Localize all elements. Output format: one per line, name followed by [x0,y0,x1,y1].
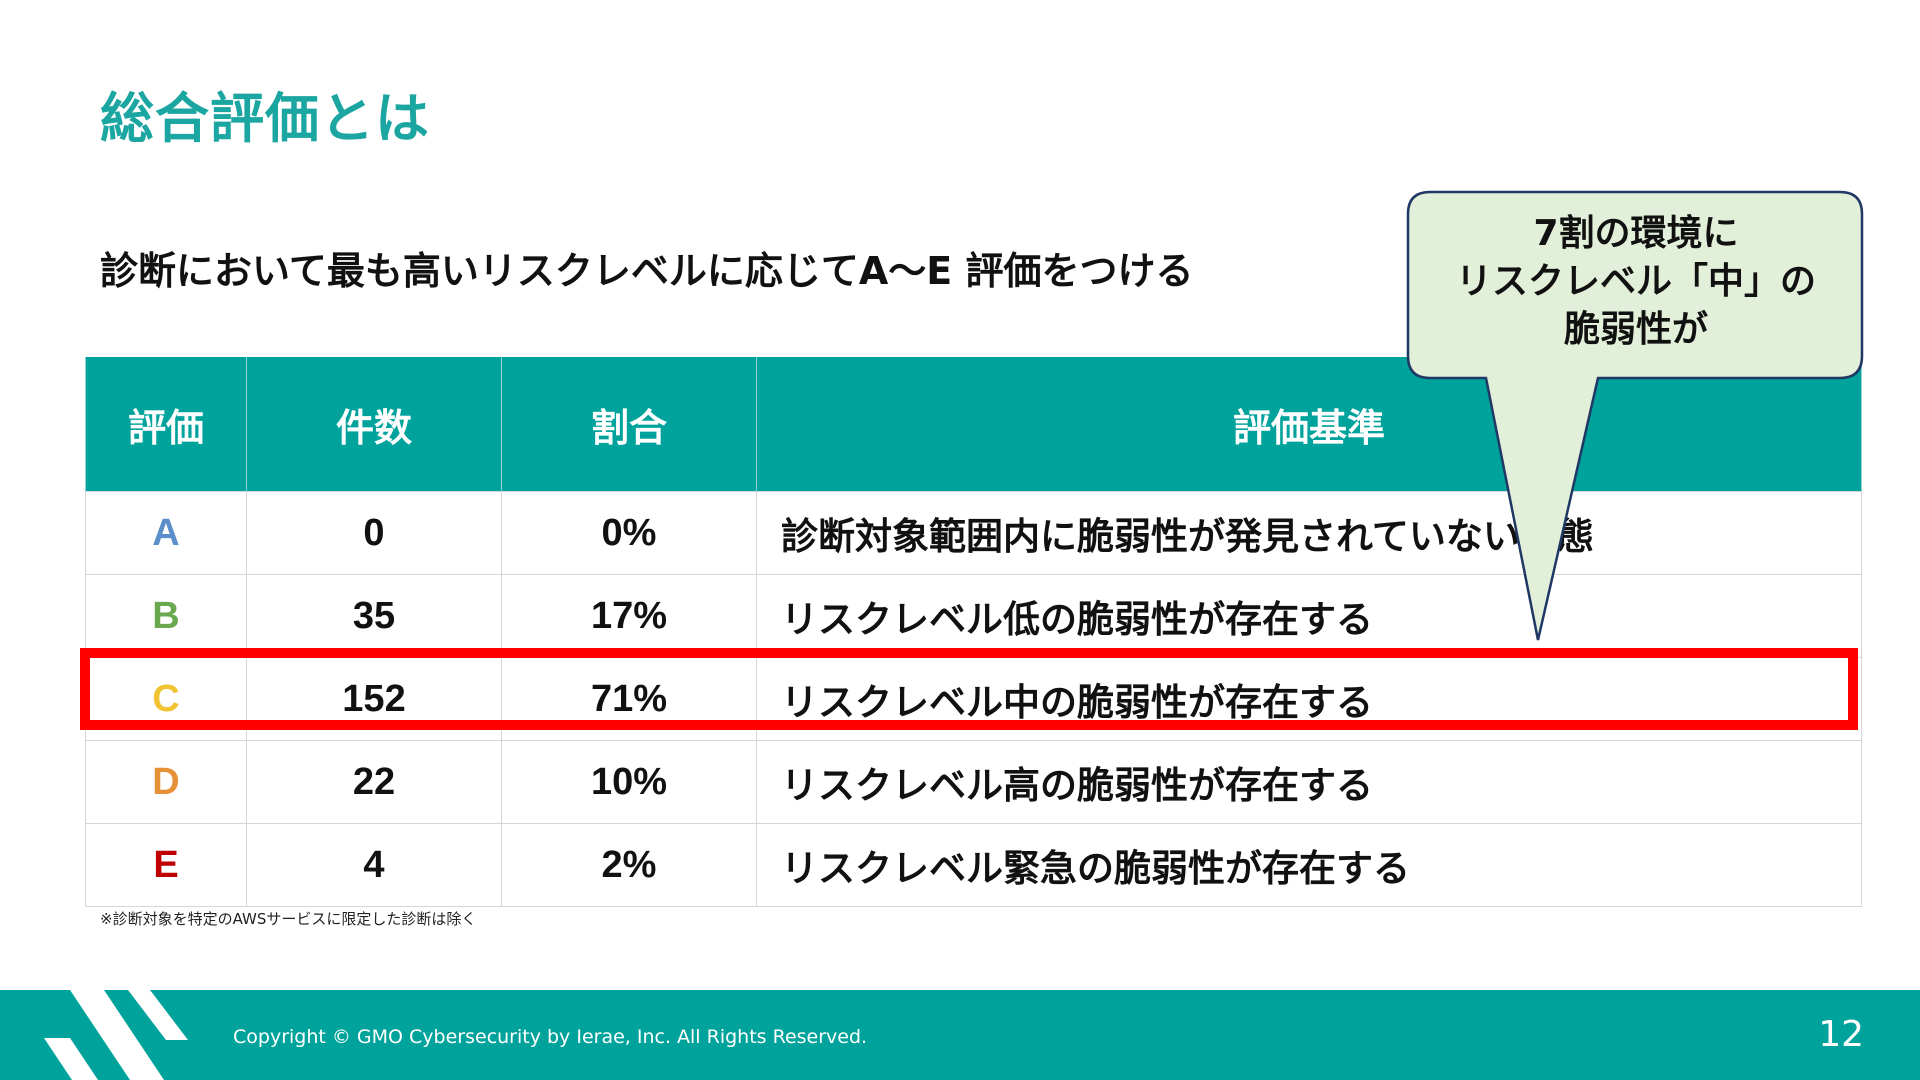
slide-title: 総合評価とは [100,87,430,150]
grade-cell: D [85,740,247,824]
footnote: ※診断対象を特定のAWSサービスに限定した診断は除く [100,910,477,928]
table-row: A 0 0% 診断対象範囲内に脆弱性が発見されていない状態 [85,491,1862,575]
count-cell: 22 [246,740,502,824]
header-ratio: 割合 [501,357,757,492]
ratio-cell: 10% [501,740,757,824]
criteria-cell: リスクレベル高の脆弱性が存在する [756,740,1862,824]
ratio-cell: 71% [501,657,757,741]
callout-text: 7割の環境に リスクレベル「中」の 脆弱性が [1410,210,1862,354]
grade-cell: C [85,657,247,741]
grade-cell: E [85,823,247,907]
header-criteria: 評価基準 [756,357,1862,492]
ratio-cell: 0% [501,491,757,575]
table-row: B 35 17% リスクレベル低の脆弱性が存在する [85,574,1862,658]
evaluation-table: 評価 件数 割合 評価基準 A 0 0% 診断対象範囲内に脆弱性が発見されていな… [85,357,1862,907]
count-cell: 152 [246,657,502,741]
copyright-text: Copyright © GMO Cybersecurity by Ierae, … [233,1026,868,1048]
footer-bar: Copyright © GMO Cybersecurity by Ierae, … [0,990,1920,1080]
table-row: D 22 10% リスクレベル高の脆弱性が存在する [85,740,1862,824]
criteria-cell: 診断対象範囲内に脆弱性が発見されていない状態 [756,491,1862,575]
page-number: 12 [1818,1014,1864,1055]
criteria-cell: リスクレベル低の脆弱性が存在する [756,574,1862,658]
grade-cell: A [85,491,247,575]
table-row-highlighted: C 152 71% リスクレベル中の脆弱性が存在する [85,657,1862,741]
table-row: E 4 2% リスクレベル緊急の脆弱性が存在する [85,823,1862,907]
ratio-cell: 2% [501,823,757,907]
ratio-cell: 17% [501,574,757,658]
grade-cell: B [85,574,247,658]
criteria-cell: リスクレベル緊急の脆弱性が存在する [756,823,1862,907]
criteria-cell: リスクレベル中の脆弱性が存在する [756,657,1862,741]
callout-line: 脆弱性が [1563,309,1708,350]
slide-subtitle: 診断において最も高いリスクレベルに応じてA～E 評価をつける [100,249,1194,293]
header-count: 件数 [246,357,502,492]
table-header-row: 評価 件数 割合 評価基準 [85,357,1862,492]
count-cell: 0 [246,491,502,575]
header-grade: 評価 [85,357,247,492]
count-cell: 35 [246,574,502,658]
callout-line: 7割の環境に [1533,213,1739,254]
count-cell: 4 [246,823,502,907]
stripes-logo-icon [44,990,188,1080]
callout-line: リスクレベル「中」の [1455,261,1816,302]
